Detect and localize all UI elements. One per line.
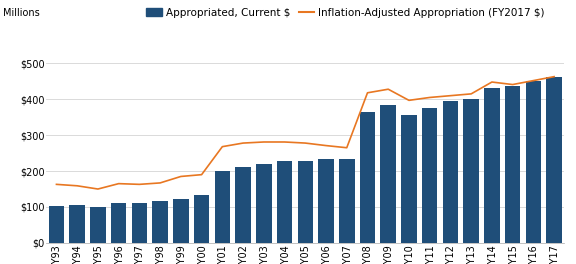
Bar [401, 115, 416, 243]
Bar [152, 201, 168, 243]
Bar [256, 164, 272, 243]
Bar [442, 101, 458, 243]
Bar [525, 81, 541, 243]
Bar [276, 161, 292, 243]
Bar [90, 207, 106, 243]
Bar [297, 161, 313, 243]
Bar [69, 205, 85, 243]
Bar [194, 195, 210, 243]
Bar [505, 86, 520, 243]
Bar [463, 99, 479, 243]
Bar [359, 112, 376, 243]
Bar [236, 167, 251, 243]
Bar [111, 203, 126, 243]
Bar [318, 159, 334, 243]
Text: Millions: Millions [3, 8, 40, 18]
Legend: Appropriated, Current $, Inflation-Adjusted Appropriation (FY2017 $): Appropriated, Current $, Inflation-Adjus… [146, 8, 545, 18]
Bar [546, 77, 562, 243]
Bar [422, 108, 438, 243]
Bar [214, 171, 230, 243]
Bar [380, 105, 396, 243]
Bar [131, 203, 147, 243]
Bar [484, 88, 499, 243]
Bar [48, 206, 64, 243]
Bar [339, 159, 355, 243]
Bar [173, 199, 188, 243]
